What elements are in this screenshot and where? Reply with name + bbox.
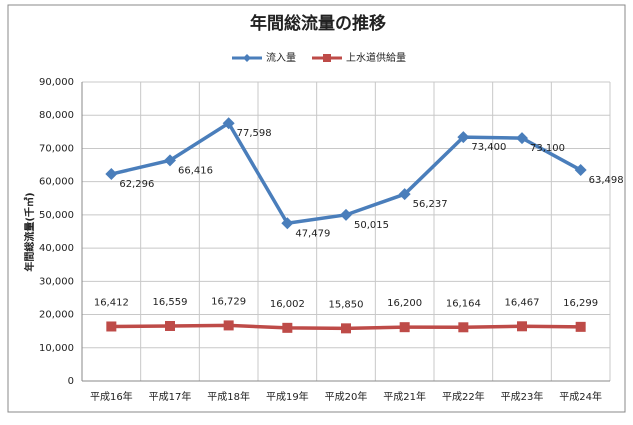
marker xyxy=(516,132,528,145)
marker xyxy=(574,164,587,177)
data-label: 16,200 xyxy=(387,298,422,309)
y-tick-label: 30,000 xyxy=(39,276,74,287)
marker xyxy=(575,321,586,332)
y-tick-label: 90,000 xyxy=(39,77,74,88)
marker xyxy=(106,321,117,332)
marker xyxy=(398,188,411,201)
y-axis-label: 年間総流量(千㎥) xyxy=(23,192,36,271)
y-tick-label: 40,000 xyxy=(39,243,74,254)
x-tick-label: 平成18年 xyxy=(207,390,250,403)
marker xyxy=(340,208,352,221)
data-label: 66,416 xyxy=(178,165,213,176)
marker xyxy=(105,168,118,181)
marker xyxy=(165,320,175,331)
data-label: 16,002 xyxy=(270,299,305,310)
legend-marker xyxy=(243,54,251,62)
legend-label: 流入量 xyxy=(266,51,296,64)
y-tick-label: 0 xyxy=(68,376,74,387)
x-tick-label: 平成20年 xyxy=(325,390,368,403)
data-label: 63,498 xyxy=(589,175,624,186)
legend-marker xyxy=(323,54,331,62)
data-label: 16,559 xyxy=(153,297,188,308)
x-tick-label: 平成16年 xyxy=(90,390,133,403)
x-tick-label: 平成24年 xyxy=(559,390,602,403)
data-label: 16,164 xyxy=(446,298,481,309)
data-label: 73,100 xyxy=(530,143,565,154)
marker xyxy=(281,217,294,230)
x-tick-label: 平成23年 xyxy=(501,390,544,403)
data-label: 50,015 xyxy=(354,220,389,231)
marker xyxy=(164,154,176,167)
y-tick-label: 50,000 xyxy=(39,210,74,221)
y-tick-label: 60,000 xyxy=(39,177,74,188)
y-tick-label: 80,000 xyxy=(39,110,74,121)
marker xyxy=(223,320,234,331)
marker xyxy=(457,131,470,144)
marker xyxy=(341,323,351,334)
x-tick-label: 平成21年 xyxy=(383,390,426,403)
y-tick-label: 10,000 xyxy=(39,343,74,354)
marker xyxy=(399,322,410,333)
data-label: 16,467 xyxy=(505,297,540,308)
x-tick-label: 平成19年 xyxy=(266,390,309,403)
chart-title: 年間総流量の推移 xyxy=(250,13,386,34)
data-label: 16,412 xyxy=(94,297,129,308)
data-label: 73,400 xyxy=(471,142,506,153)
y-tick-label: 20,000 xyxy=(39,310,74,321)
marker xyxy=(517,321,527,332)
legend-label: 上水道供給量 xyxy=(346,51,406,64)
data-label: 47,479 xyxy=(295,228,330,239)
x-tick-label: 平成17年 xyxy=(149,390,192,403)
data-label: 62,296 xyxy=(119,179,154,190)
x-tick-label: 平成22年 xyxy=(442,390,485,403)
data-label: 16,729 xyxy=(211,296,246,307)
data-label: 77,598 xyxy=(237,128,272,139)
data-label: 56,237 xyxy=(413,199,448,210)
y-tick-label: 70,000 xyxy=(39,143,74,154)
marker xyxy=(282,322,293,333)
marker xyxy=(458,322,469,333)
marker xyxy=(222,117,235,130)
data-label: 16,299 xyxy=(563,298,598,309)
data-label: 15,850 xyxy=(329,299,364,310)
